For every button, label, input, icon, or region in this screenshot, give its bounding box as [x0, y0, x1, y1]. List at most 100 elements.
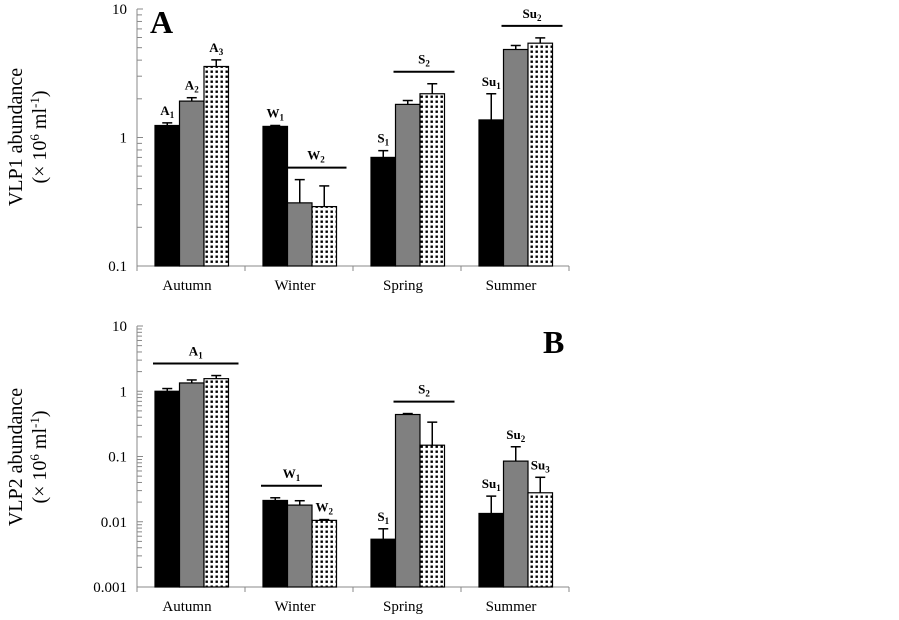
panel-b-plot: 10 1 0.1 0.01 0.001 Autumn Winter Spring Summer A…: [93, 319, 570, 615]
ylabel-part: (× 10: [29, 461, 51, 504]
panel-b: 10 1 0.1 0.01 0.001 Autumn Winter Spring Summer A…: [5, 319, 570, 615]
group-annotation: S1: [377, 131, 389, 148]
group-annotation: S2: [418, 382, 430, 399]
panel-b-ylabel-line2: (× 106 ml-1): [27, 410, 51, 503]
annotation-subscript: 1: [385, 516, 390, 526]
annotation-subscript: 2: [537, 13, 542, 23]
bar-winter-series-2: [286, 202, 313, 267]
annotation-letter: A: [185, 78, 195, 93]
ylabel-superscript: -1: [27, 97, 42, 108]
ylabel-part: (× 10: [29, 141, 51, 184]
annotation-subscript: 2: [320, 155, 325, 165]
group-annotation: A2: [185, 78, 199, 95]
group-annotation: Su3: [531, 457, 550, 474]
y-tick-label: 0.1: [108, 450, 127, 466]
bar-autumn-series-1: [154, 124, 181, 267]
annotation-letter: S: [377, 509, 384, 524]
bar-summer-series-3: [527, 492, 554, 588]
y-tick-label: 1: [120, 131, 128, 147]
annotation-subscript: 1: [198, 351, 203, 361]
bar-autumn-series-2: [178, 382, 205, 588]
annotation-subscript: 2: [194, 85, 199, 95]
ylabel-part: ): [29, 90, 51, 97]
annotation-letter: S: [418, 382, 425, 397]
group-annotation: S1: [377, 509, 389, 526]
annotation-subscript: 2: [329, 507, 334, 517]
ylabel-superscript: 6: [27, 454, 42, 461]
annotation-letter: A: [160, 103, 170, 118]
annotation-letter: W: [307, 148, 320, 163]
bar-summer-series-1: [478, 119, 505, 267]
y-tick-label: 0.001: [93, 580, 127, 596]
group-annotation: Su2: [523, 6, 542, 23]
x-category-label: Summer: [486, 278, 537, 294]
ylabel-unit: ml: [29, 108, 51, 135]
annotation-subscript: 1: [496, 483, 501, 493]
panel-a-ylabel-line1: VLP1 abundance: [5, 68, 27, 206]
annotation-subscript: 2: [425, 59, 430, 69]
annotation-subscript: 2: [521, 434, 526, 444]
ylabel-superscript: -1: [27, 417, 42, 428]
annotation-letter: S: [377, 131, 384, 146]
panel-b-letter: B: [543, 324, 564, 360]
x-category-label: Autumn: [162, 599, 212, 615]
bar-summer-series-2: [502, 48, 529, 267]
annotation-subscript: 3: [545, 464, 550, 474]
annotation-letter: Su: [531, 457, 545, 472]
annotation-subscript: 3: [219, 47, 224, 57]
annotation-letter: Su: [506, 427, 520, 442]
bar-summer-series-2: [502, 460, 529, 588]
annotation-subscript: 1: [496, 81, 501, 91]
bar-spring-series-1: [370, 156, 397, 267]
bar-spring-series-1: [370, 538, 397, 588]
annotation-letter: Su: [482, 476, 496, 491]
ylabel-unit: ml: [29, 428, 51, 455]
bar-summer-series-1: [478, 512, 505, 588]
panel-a-letter: A: [150, 4, 173, 40]
x-category-label: Winter: [274, 599, 315, 615]
bar-spring-series-3: [419, 93, 446, 267]
y-tick-label: 10: [112, 319, 127, 335]
y-tick-label: 10: [112, 2, 127, 18]
group-annotation: Su1: [482, 476, 501, 493]
group-annotation: A1: [160, 103, 174, 120]
bar-winter-series-2: [286, 504, 313, 588]
ylabel-part: ): [29, 410, 51, 417]
bar-summer-series-3: [527, 42, 554, 267]
bar-winter-series-3: [311, 519, 338, 588]
x-category-label: Spring: [383, 599, 424, 615]
ylabel-superscript: 6: [27, 134, 42, 141]
annotation-subscript: 2: [425, 389, 430, 399]
annotation-subscript: 1: [170, 110, 175, 120]
bar-spring-series-3: [419, 444, 446, 588]
group-annotation: Su1: [482, 74, 501, 91]
annotation-letter: A: [189, 344, 199, 359]
annotation-letter: Su: [523, 6, 537, 21]
bar-winter-series-1: [262, 125, 289, 267]
group-annotation: W2: [307, 148, 325, 165]
bar-autumn-series-1: [154, 390, 181, 588]
bar-winter-series-1: [262, 499, 289, 588]
bar-autumn-series-3: [203, 378, 230, 588]
bar-spring-series-2: [394, 413, 421, 588]
group-annotation: A1: [189, 344, 203, 361]
annotation-letter: W: [267, 105, 280, 120]
annotation-letter: A: [209, 40, 219, 55]
group-annotation: W2: [316, 500, 334, 517]
x-category-label: Autumn: [162, 278, 212, 294]
bar-autumn-series-3: [203, 65, 230, 267]
annotation-letter: W: [283, 466, 296, 481]
annotation-letter: Su: [482, 74, 496, 89]
annotation-letter: S: [418, 52, 425, 67]
annotation-subscript: 1: [280, 112, 285, 122]
group-annotation: Su2: [506, 427, 525, 444]
group-annotation: W1: [283, 466, 301, 483]
annotation-letter: W: [316, 500, 329, 515]
x-category-label: Spring: [383, 278, 424, 294]
group-annotation: A3: [209, 40, 223, 57]
bar-autumn-series-2: [178, 100, 205, 267]
y-tick-label: 0.01: [101, 515, 127, 531]
panel-b-ylabel-line1: VLP2 abundance: [5, 388, 27, 526]
